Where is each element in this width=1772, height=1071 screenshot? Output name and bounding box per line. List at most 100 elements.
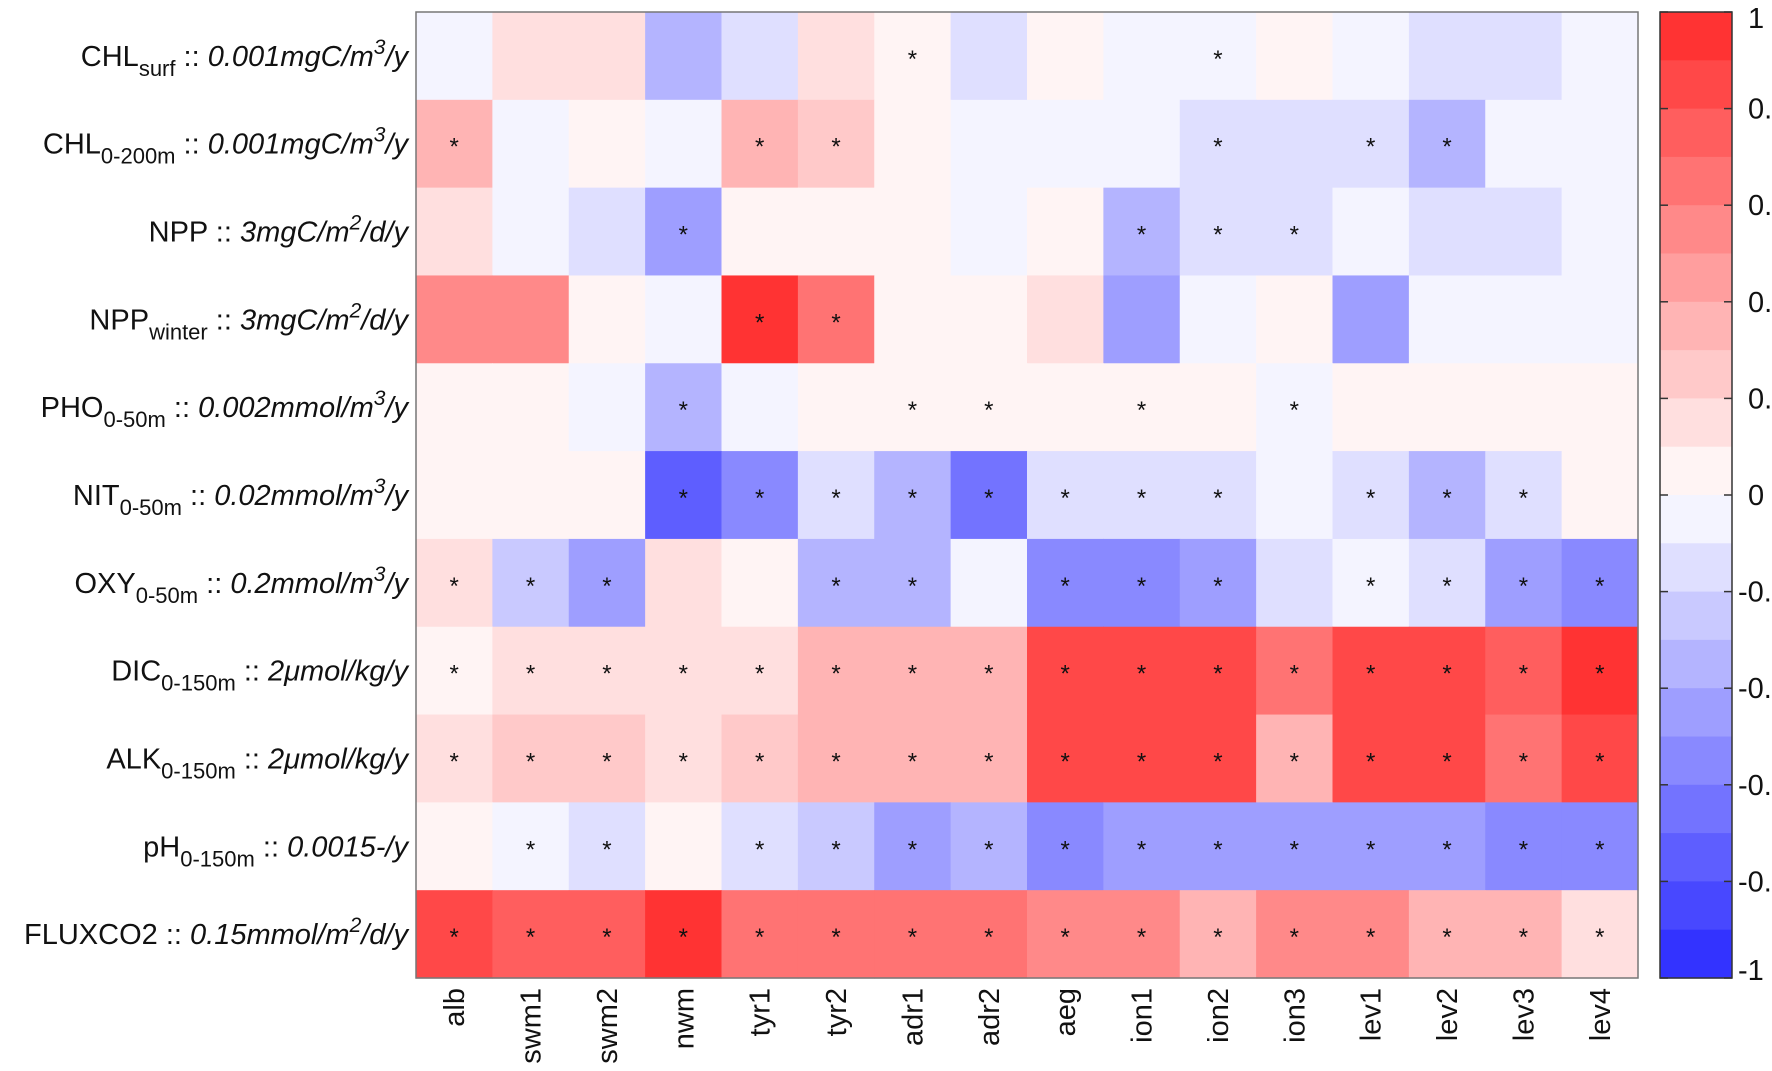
heatmap-cell: [416, 538, 493, 628]
significance-star: *: [679, 661, 688, 688]
x-tick-label: tyr2: [821, 988, 853, 1036]
heatmap-cell: [1408, 714, 1486, 803]
heatmap-cell: [416, 12, 493, 101]
significance-star: *: [755, 661, 764, 688]
heatmap-cell: [797, 714, 875, 803]
heatmap-cell: [874, 890, 952, 979]
heatmap-cell: [1485, 99, 1563, 189]
heatmap-cell: [950, 714, 1028, 803]
heatmap-cell: [492, 99, 570, 189]
significance-star: *: [602, 836, 611, 863]
significance-star: *: [526, 573, 535, 600]
heatmap-cell: [568, 363, 646, 452]
colorbar: 1 0.8 0.6 0.4 0.2 0 -0.2 -0.4 -0.6 -0.8 -1: [1659, 3, 1772, 987]
colorbar-tick-label: 0.2: [1748, 383, 1772, 415]
heatmap-cell: [874, 802, 952, 891]
heatmap-cell: [1027, 99, 1104, 189]
heatmap-cell: [1179, 99, 1257, 189]
significance-star: *: [1366, 134, 1375, 161]
heatmap-cell: [1485, 363, 1563, 452]
significance-star: *: [1213, 46, 1222, 73]
heatmap-cell: [568, 187, 646, 277]
significance-star: *: [755, 134, 764, 161]
heatmap-cell: [568, 538, 646, 628]
heatmap-cell: [1179, 538, 1257, 628]
heatmap-cell: [721, 890, 799, 979]
significance-star: *: [1366, 573, 1375, 600]
significance-star: *: [1137, 924, 1146, 951]
heatmap-cell: [950, 363, 1028, 452]
significance-star: *: [1442, 134, 1451, 161]
x-tick-label: alb: [439, 988, 471, 1027]
significance-star: *: [1290, 748, 1299, 775]
significance-star: *: [526, 836, 535, 863]
significance-star: *: [1213, 134, 1222, 161]
heatmap-cell: [797, 802, 875, 891]
heatmap-cell: [1561, 363, 1639, 452]
heatmap-cell: [1332, 187, 1410, 277]
significance-star: *: [1442, 661, 1451, 688]
heatmap-cell: [1561, 538, 1639, 628]
heatmap-cell: [1408, 187, 1486, 277]
heatmap-cell: [1332, 626, 1410, 716]
plot-frame: [415, 11, 1639, 979]
significance-star: *: [679, 924, 688, 951]
significance-star: *: [679, 397, 688, 424]
y-axis-label: NPP :: 3mgC/m2/d/y: [149, 212, 410, 249]
heatmap-cell: [1256, 187, 1334, 277]
y-axis-label: CHL0-200m :: 0.001mgC/m3/y: [43, 124, 410, 169]
significance-star: *: [602, 661, 611, 688]
heatmap-cell: [645, 99, 723, 189]
heatmap-cell: [1256, 363, 1334, 452]
significance-star: *: [908, 397, 917, 424]
colorbar-segment: [1660, 350, 1732, 399]
significance-star: *: [1366, 748, 1375, 775]
heatmap-cell: [1408, 802, 1486, 891]
significance-star: *: [1137, 661, 1146, 688]
heatmap-cell: [645, 12, 723, 101]
significance-star: *: [1213, 748, 1222, 775]
colorbar-segment: [1660, 301, 1732, 351]
heatmap-cell: [416, 802, 493, 891]
heatmap-cell: [721, 12, 799, 101]
x-tick-label: lev2: [1432, 988, 1464, 1041]
heatmap-cell: [1256, 451, 1334, 540]
heatmap-cell: [797, 451, 875, 540]
heatmap-cell: [950, 99, 1028, 189]
heatmap-cell: [874, 187, 952, 277]
colorbar-segment: [1660, 108, 1732, 158]
heatmap-cell: [1561, 802, 1639, 891]
heatmap-cell: [874, 12, 952, 101]
significance-star: *: [1366, 661, 1375, 688]
heatmap-cell: [797, 275, 875, 364]
x-tick-label: tyr1: [745, 988, 777, 1036]
y-axis-label: CHLsurf :: 0.001mgC/m3/y: [81, 36, 410, 81]
significance-star: *: [908, 748, 917, 775]
x-tick-label: ion1: [1127, 988, 1159, 1043]
significance-star: *: [755, 485, 764, 512]
x-axis-labels: alb swm1 swm2 nwm tyr1 tyr2 adr1 adr2 aeg ion1 ion…: [439, 988, 1617, 1064]
heatmap-cell: [1103, 890, 1181, 979]
heatmap-cell: [874, 275, 952, 364]
heatmap-cell: [645, 714, 723, 803]
significance-star: *: [1137, 397, 1146, 424]
x-tick-label: ion3: [1279, 988, 1311, 1043]
significance-star: *: [984, 924, 993, 951]
colorbar-segment: [1660, 253, 1732, 303]
x-tick-label: lev3: [1508, 988, 1540, 1041]
heatmap-cell: [1179, 890, 1257, 979]
heatmap-cell: [645, 187, 723, 277]
significance-star: *: [679, 222, 688, 249]
significance-star: *: [908, 46, 917, 73]
heatmap-cell: [721, 363, 799, 452]
colorbar-segment: [1660, 784, 1732, 834]
colorbar-tick-label: -0.8: [1738, 866, 1772, 898]
colorbar-tick-label: 0.6: [1748, 190, 1772, 222]
colorbar-tick-label: -0.4: [1738, 673, 1772, 705]
heatmap-cell: [1561, 714, 1639, 803]
heatmap-cell: [721, 99, 799, 189]
heatmap-cell: [797, 99, 875, 189]
colorbar-tick-label: 0.4: [1748, 287, 1772, 319]
heatmap-cell: [492, 626, 570, 716]
heatmap-cell: [416, 714, 493, 803]
